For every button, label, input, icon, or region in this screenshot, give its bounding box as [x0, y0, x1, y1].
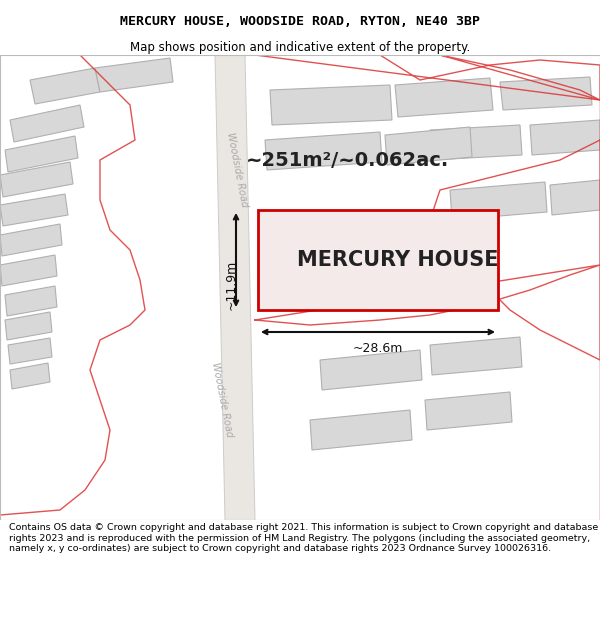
- Polygon shape: [430, 337, 522, 375]
- Polygon shape: [320, 350, 422, 390]
- Text: Contains OS data © Crown copyright and database right 2021. This information is : Contains OS data © Crown copyright and d…: [9, 523, 598, 553]
- Text: ~11.9m: ~11.9m: [224, 260, 238, 310]
- Polygon shape: [430, 125, 522, 160]
- Polygon shape: [530, 120, 600, 155]
- Polygon shape: [5, 286, 57, 316]
- Polygon shape: [0, 162, 73, 197]
- Polygon shape: [0, 194, 68, 226]
- Polygon shape: [0, 224, 62, 256]
- Polygon shape: [5, 136, 78, 172]
- Polygon shape: [270, 85, 392, 125]
- Polygon shape: [0, 255, 57, 286]
- Text: Map shows position and indicative extent of the property.: Map shows position and indicative extent…: [130, 41, 470, 54]
- Polygon shape: [265, 132, 382, 170]
- Text: MERCURY HOUSE, WOODSIDE ROAD, RYTON, NE40 3BP: MERCURY HOUSE, WOODSIDE ROAD, RYTON, NE4…: [120, 16, 480, 28]
- Polygon shape: [258, 210, 498, 310]
- Polygon shape: [310, 410, 412, 450]
- Polygon shape: [500, 77, 592, 110]
- Polygon shape: [10, 363, 50, 389]
- Polygon shape: [8, 338, 52, 364]
- Text: ~251m²/~0.062ac.: ~251m²/~0.062ac.: [247, 151, 449, 169]
- Polygon shape: [10, 105, 84, 142]
- Polygon shape: [215, 55, 255, 520]
- Polygon shape: [95, 58, 173, 92]
- Polygon shape: [395, 78, 493, 117]
- Polygon shape: [385, 127, 472, 165]
- Polygon shape: [5, 312, 52, 340]
- Text: Woodside Road: Woodside Road: [210, 362, 234, 438]
- Polygon shape: [550, 180, 600, 215]
- Text: Woodside Road: Woodside Road: [225, 132, 249, 208]
- Polygon shape: [425, 392, 512, 430]
- Polygon shape: [450, 182, 547, 220]
- Text: ~28.6m: ~28.6m: [353, 342, 403, 355]
- Text: MERCURY HOUSE: MERCURY HOUSE: [297, 250, 499, 270]
- Polygon shape: [30, 68, 100, 104]
